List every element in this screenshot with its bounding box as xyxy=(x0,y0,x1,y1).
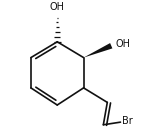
Polygon shape xyxy=(84,43,112,58)
Text: OH: OH xyxy=(50,2,65,12)
Text: Br: Br xyxy=(122,116,133,126)
Text: OH: OH xyxy=(115,39,130,49)
